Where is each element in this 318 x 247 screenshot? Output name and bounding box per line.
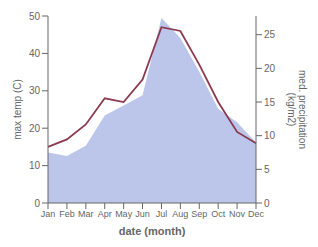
svg-text:Dec: Dec: [248, 209, 265, 219]
svg-text:Nov: Nov: [229, 209, 246, 219]
svg-text:20: 20: [264, 63, 276, 74]
svg-text:med. precipitation(kg/m2): med. precipitation(kg/m2): [286, 70, 308, 149]
svg-text:Sep: Sep: [191, 209, 207, 219]
svg-text:Mar: Mar: [78, 209, 94, 219]
svg-text:Apr: Apr: [98, 209, 112, 219]
svg-text:40: 40: [29, 48, 41, 59]
svg-text:10: 10: [29, 160, 41, 171]
svg-text:30: 30: [29, 85, 41, 96]
svg-text:date (month): date (month): [119, 225, 186, 237]
svg-text:5: 5: [264, 164, 270, 175]
svg-text:max temp (C): max temp (C): [12, 79, 23, 140]
svg-text:May: May: [115, 209, 133, 219]
svg-text:Aug: Aug: [172, 209, 188, 219]
svg-text:50: 50: [29, 11, 41, 22]
svg-text:15: 15: [264, 97, 276, 108]
svg-text:10: 10: [264, 130, 276, 141]
svg-text:Jan: Jan: [41, 209, 56, 219]
svg-text:Jul: Jul: [156, 209, 168, 219]
svg-text:0: 0: [264, 198, 270, 209]
svg-text:Oct: Oct: [211, 209, 226, 219]
svg-text:0: 0: [34, 198, 40, 209]
svg-text:20: 20: [29, 123, 41, 134]
svg-text:Feb: Feb: [59, 209, 75, 219]
svg-text:Jun: Jun: [135, 209, 150, 219]
svg-text:25: 25: [264, 29, 276, 40]
